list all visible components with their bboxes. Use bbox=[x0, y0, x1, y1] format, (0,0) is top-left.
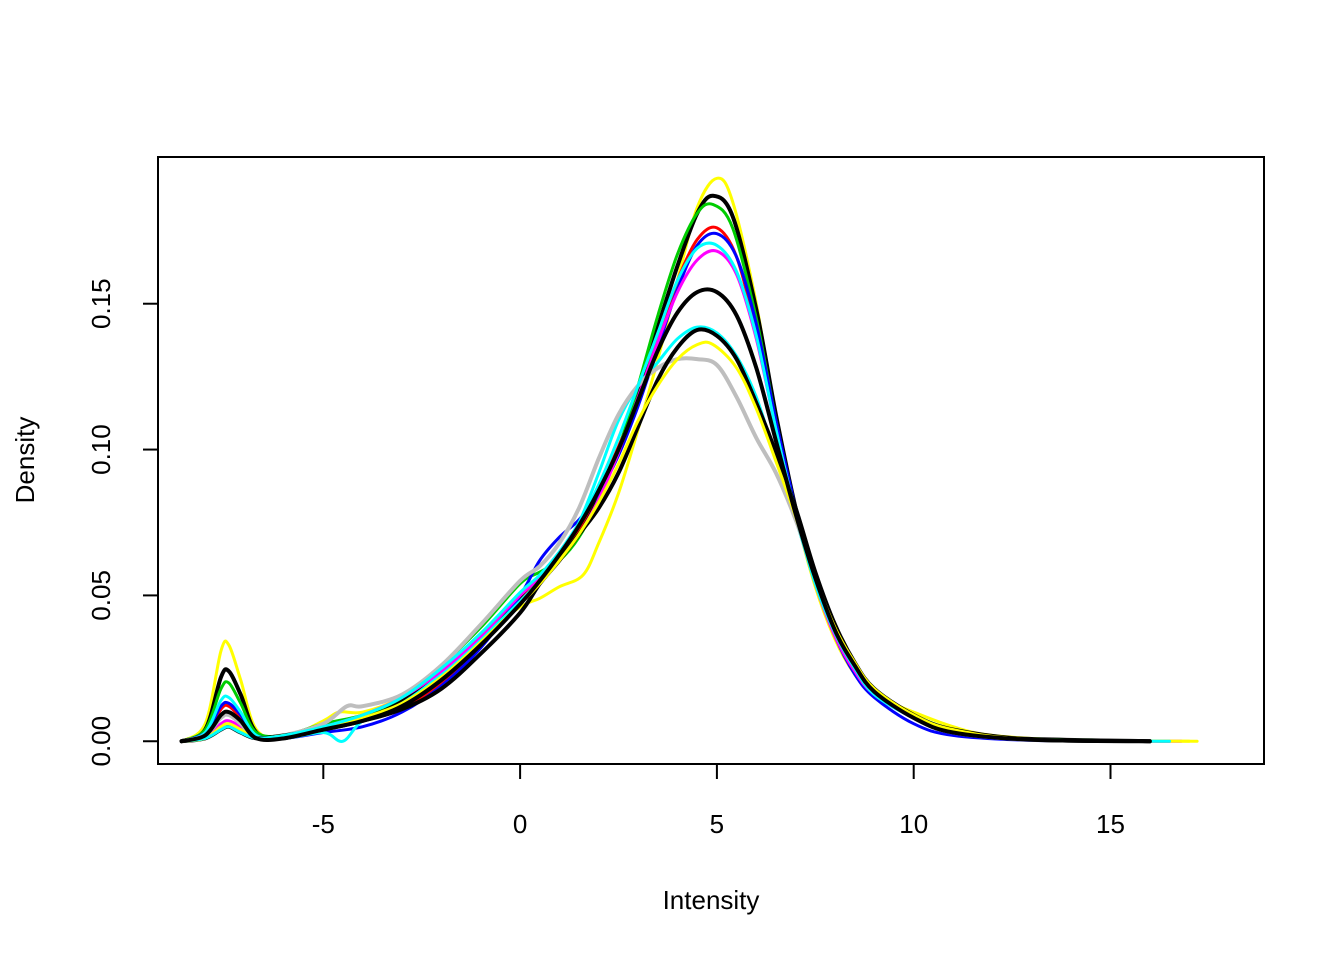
x-tick-label: 0 bbox=[513, 809, 527, 839]
x-tick-label: 15 bbox=[1096, 809, 1125, 839]
density-curve-6 bbox=[180, 325, 1152, 743]
y-tick-label: 0.10 bbox=[86, 424, 116, 475]
density-curves bbox=[179, 176, 1199, 744]
density-curve-10 bbox=[180, 340, 1199, 743]
x-tick-label: 10 bbox=[899, 809, 928, 839]
density-curve-2 bbox=[179, 193, 1152, 744]
x-tick-label: 5 bbox=[710, 809, 724, 839]
plot-frame bbox=[157, 156, 1265, 765]
x-axis-label: Intensity bbox=[663, 885, 760, 915]
density-curve-12 bbox=[179, 287, 1152, 744]
density-curve-8 bbox=[179, 356, 1152, 744]
density-curve-7 bbox=[180, 249, 1183, 743]
y-tick-label: 0.05 bbox=[86, 570, 116, 621]
x-axis: -5 0 5 10 15 bbox=[312, 763, 1125, 839]
y-axis: 0.00 0.05 0.10 0.15 bbox=[86, 278, 159, 767]
y-tick-label: 0.00 bbox=[86, 716, 116, 767]
x-tick-label: -5 bbox=[312, 809, 335, 839]
y-axis-label: Density bbox=[10, 417, 40, 504]
density-curve-4 bbox=[180, 202, 1152, 743]
density-curve-9 bbox=[179, 327, 1152, 744]
density-curve-3 bbox=[180, 225, 1171, 743]
y-tick-label: 0.15 bbox=[86, 278, 116, 329]
